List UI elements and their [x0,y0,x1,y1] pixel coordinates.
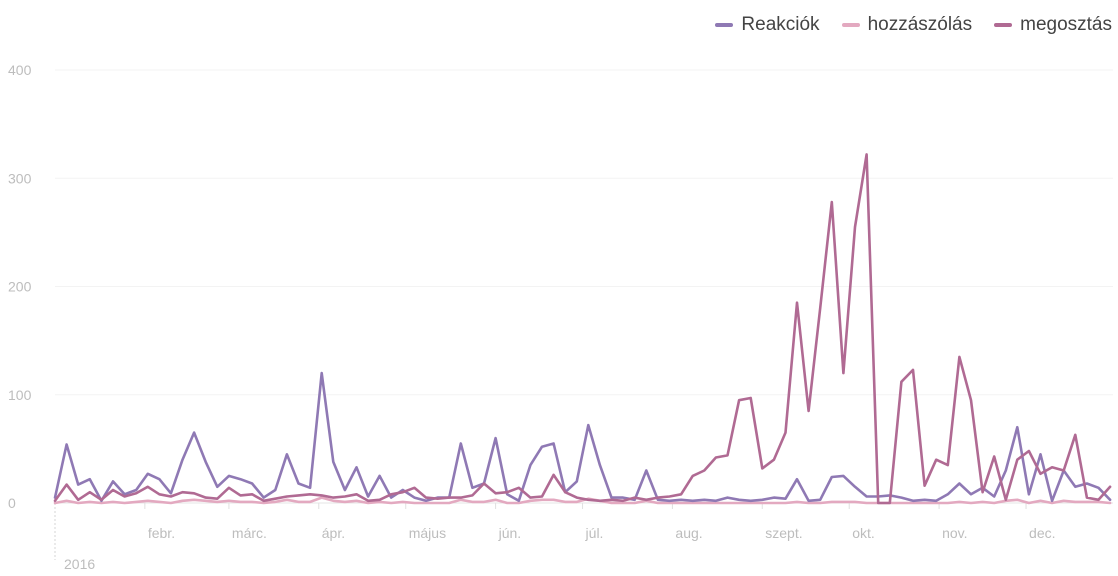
x-tick-label: júl. [585,525,604,541]
legend-label-reakciok: Reakciók [741,14,820,35]
y-tick-label: 300 [8,170,32,186]
x-tick-label: dec. [1029,525,1055,541]
x-tick-label: május [409,525,446,541]
series-line-0[interactable] [53,371,1112,503]
legend: Reakciók hozzászólás megosztás [715,14,1112,36]
legend-item-reakciok[interactable]: Reakciók [715,14,820,36]
x-tick-label: ápr. [322,525,345,541]
x-tick-label: nov. [942,525,967,541]
legend-swatch-hozzaszolas [841,23,860,27]
x-tick-label: okt. [852,525,875,541]
y-tick-label: 100 [8,387,32,403]
legend-swatch-megosztas [994,23,1013,27]
year-label: 2016 [64,556,95,571]
legend-swatch-reakciok [715,23,734,27]
legend-label-megosztas: megosztás [1020,14,1112,35]
x-tick-label: febr. [148,525,175,541]
x-tick-label: szept. [765,525,802,541]
y-tick-label: 200 [8,279,32,295]
x-tick-label: jún. [498,525,522,541]
legend-item-hozzaszolas[interactable]: hozzászólás [841,14,973,36]
legend-label-hozzaszolas: hozzászólás [867,14,973,35]
x-tick-label: márc. [232,525,267,541]
x-tick-label: aug. [675,525,702,541]
y-tick-label: 0 [8,495,16,511]
y-tick-label: 400 [8,62,32,78]
series-line-1[interactable] [53,496,1112,505]
legend-item-megosztas[interactable]: megosztás [994,14,1112,36]
series-line-2[interactable] [53,153,1112,505]
